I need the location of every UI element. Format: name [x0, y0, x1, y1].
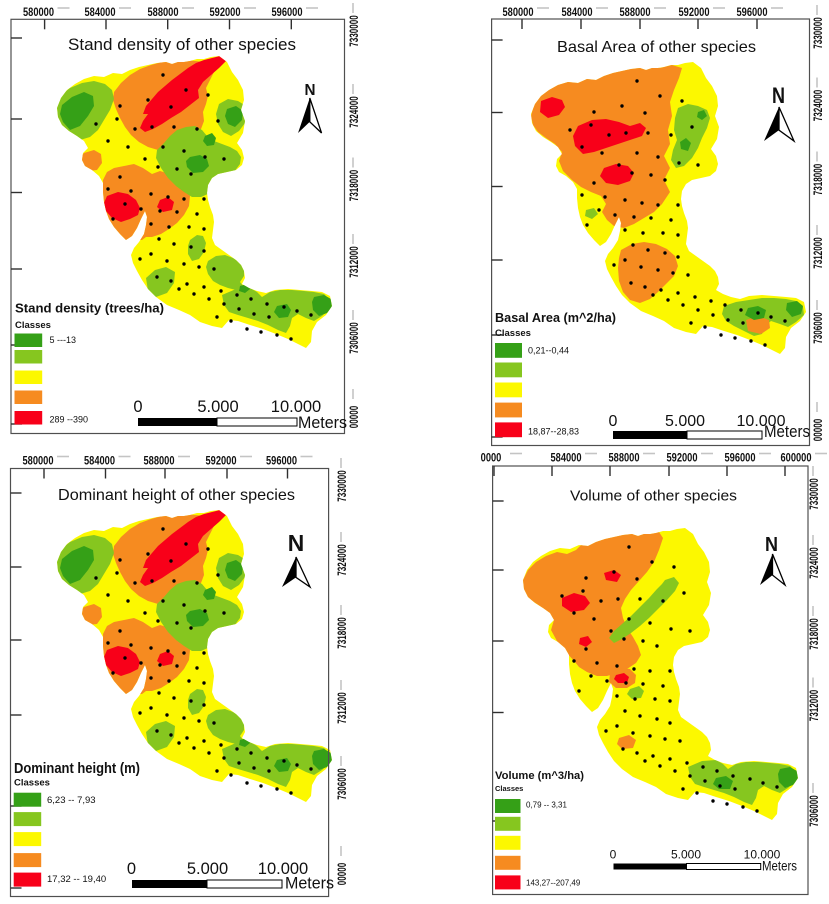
- svg-text:7306000: 7306000: [813, 312, 825, 344]
- svg-text:596000: 596000: [266, 454, 297, 468]
- svg-text:7318000: 7318000: [337, 617, 349, 649]
- svg-text:10.000: 10.000: [737, 413, 786, 430]
- svg-text:580000: 580000: [23, 5, 54, 19]
- svg-text:7306000: 7306000: [349, 322, 361, 354]
- svg-text:7324000: 7324000: [337, 544, 349, 576]
- svg-text:588000: 588000: [144, 454, 175, 468]
- svg-text:596000: 596000: [272, 5, 303, 19]
- svg-text:Meters: Meters: [285, 874, 334, 893]
- svg-text:592000: 592000: [679, 5, 710, 19]
- svg-text:Stand density of other specie: Stand density of other species: [68, 35, 296, 54]
- svg-text:Stand density (trees/ha): Stand density (trees/ha): [15, 301, 164, 316]
- svg-text:7324000: 7324000: [809, 547, 821, 579]
- svg-text:596000: 596000: [737, 5, 768, 19]
- svg-text:Classes: Classes: [15, 320, 51, 331]
- svg-text:N: N: [772, 83, 785, 108]
- svg-text:N: N: [765, 534, 778, 556]
- svg-text:0: 0: [127, 860, 136, 878]
- svg-text:Meters: Meters: [298, 413, 347, 432]
- svg-text:592000: 592000: [667, 451, 698, 465]
- svg-text:Meters: Meters: [762, 859, 797, 874]
- svg-text:7306000: 7306000: [809, 795, 821, 827]
- svg-text:580000: 580000: [503, 5, 534, 19]
- svg-text:N: N: [288, 530, 305, 556]
- svg-text:143,27--207,49: 143,27--207,49: [526, 879, 581, 888]
- svg-text:Basal Area of other species: Basal Area of other species: [557, 39, 756, 56]
- svg-text:00000: 00000: [813, 419, 825, 442]
- svg-text:00000: 00000: [337, 863, 349, 886]
- svg-text:584000: 584000: [551, 451, 582, 465]
- svg-text:5.000: 5.000: [197, 398, 238, 416]
- svg-text:7312000: 7312000: [809, 690, 821, 722]
- svg-text:Basal Area (m^2/ha): Basal Area (m^2/ha): [495, 310, 616, 325]
- svg-text:0,79 -- 3,31: 0,79 -- 3,31: [526, 801, 567, 810]
- svg-text:7330000: 7330000: [337, 470, 349, 502]
- svg-text:5.000: 5.000: [665, 413, 705, 430]
- svg-text:Classes: Classes: [14, 778, 50, 789]
- svg-text:5.000: 5.000: [671, 848, 701, 862]
- svg-text:00000: 00000: [349, 406, 361, 429]
- svg-text:10.000: 10.000: [744, 848, 781, 862]
- svg-text:5.000: 5.000: [187, 860, 228, 878]
- svg-text:7324000: 7324000: [349, 96, 361, 128]
- svg-text:Meters: Meters: [764, 423, 810, 441]
- svg-text:588000: 588000: [148, 5, 179, 19]
- svg-text:18,87--28,83: 18,87--28,83: [528, 426, 579, 436]
- svg-text:588000: 588000: [609, 451, 640, 465]
- svg-text:7318000: 7318000: [809, 618, 821, 650]
- svg-text:0000: 0000: [481, 451, 502, 465]
- svg-text:588000: 588000: [620, 5, 651, 19]
- svg-text:289 --390: 289 --390: [50, 414, 89, 424]
- svg-text:600000: 600000: [781, 451, 812, 465]
- svg-text:Dominant height of other speci: Dominant height of other species: [58, 487, 295, 504]
- svg-text:Volume of other species: Volume of other species: [570, 488, 737, 505]
- svg-text:0: 0: [610, 848, 617, 862]
- svg-text:5 ---13: 5 ---13: [50, 335, 77, 345]
- svg-text:7330000: 7330000: [813, 17, 825, 49]
- svg-text:580000: 580000: [23, 454, 54, 468]
- svg-text:7318000: 7318000: [813, 164, 825, 196]
- svg-text:Dominant height (m): Dominant height (m): [14, 761, 140, 777]
- svg-text:592000: 592000: [210, 5, 241, 19]
- svg-text:Volume (m^3/ha): Volume (m^3/ha): [495, 770, 584, 782]
- svg-text:Classes: Classes: [495, 784, 523, 793]
- svg-text:7318000: 7318000: [349, 170, 361, 202]
- svg-text:7312000: 7312000: [337, 692, 349, 724]
- svg-text:17,32 -- 19,40: 17,32 -- 19,40: [47, 874, 106, 885]
- svg-text:7330000: 7330000: [809, 478, 821, 510]
- svg-text:7312000: 7312000: [813, 237, 825, 269]
- svg-text:10.000: 10.000: [258, 860, 308, 878]
- svg-text:596000: 596000: [725, 451, 756, 465]
- svg-text:6,23 -- 7,93: 6,23 -- 7,93: [47, 795, 96, 806]
- svg-text:10.000: 10.000: [271, 398, 321, 416]
- svg-text:0: 0: [609, 413, 618, 430]
- svg-text:584000: 584000: [85, 5, 116, 19]
- svg-text:0: 0: [133, 398, 142, 416]
- svg-text:7324000: 7324000: [813, 90, 825, 122]
- svg-text:7306000: 7306000: [337, 768, 349, 800]
- svg-text:0,21--0,44: 0,21--0,44: [528, 346, 569, 356]
- svg-text:Classes: Classes: [495, 328, 531, 339]
- svg-text:584000: 584000: [562, 5, 593, 19]
- svg-text:N: N: [305, 82, 316, 99]
- svg-text:592000: 592000: [206, 454, 237, 468]
- svg-text:7330000: 7330000: [349, 15, 361, 47]
- svg-text:584000: 584000: [84, 454, 115, 468]
- svg-text:7312000: 7312000: [349, 246, 361, 278]
